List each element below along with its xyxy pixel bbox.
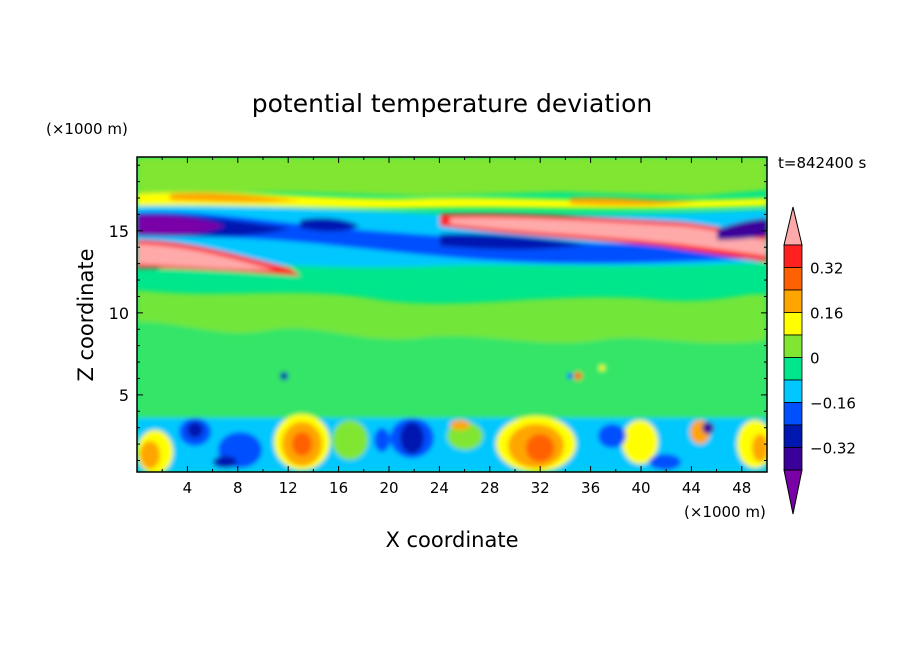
y-tick-label: 5 xyxy=(119,386,129,405)
x-tick-label: 32 xyxy=(531,479,550,497)
y-axis-label: Z coordinate xyxy=(74,248,98,381)
heatmap-field xyxy=(137,157,767,472)
colorbar-segment xyxy=(783,244,803,268)
colorbar-segment xyxy=(783,447,803,471)
y-unit-label: (×1000 m) xyxy=(46,120,128,138)
x-tick-label: 40 xyxy=(631,479,650,497)
x-tick-label: 12 xyxy=(279,479,298,497)
x-axis: 4 8 12 16 20 24 28 32 36 40 44 48 xyxy=(161,157,751,497)
y-tick-label: 15 xyxy=(109,222,129,241)
colorbar-segment xyxy=(783,379,803,403)
x-tick-label: 8 xyxy=(233,479,243,497)
x-tick-label: 36 xyxy=(581,479,600,497)
x-tick-label: 44 xyxy=(682,479,701,497)
x-tick-label: 4 xyxy=(183,479,193,497)
y-axis: 5 10 15 xyxy=(109,164,767,462)
x-tick-label: 20 xyxy=(379,479,398,497)
x-tick-label: 48 xyxy=(732,479,751,497)
colorbar-segment xyxy=(783,402,803,426)
y-tick-label: 10 xyxy=(109,304,129,323)
x-tick-label: 16 xyxy=(329,479,348,497)
colorbar-segment xyxy=(783,357,803,381)
colorbar-segment xyxy=(783,289,803,313)
colorbar-segment xyxy=(783,312,803,336)
colorbar-tick-label: 0.32 xyxy=(810,260,843,278)
colorbar-tick-label: −0.32 xyxy=(810,440,856,458)
time-label: t=842400 s xyxy=(778,154,866,172)
x-axis-label: X coordinate xyxy=(385,528,518,552)
colorbar: 0.32 0.16 0 −0.16 −0.32 xyxy=(783,206,856,515)
colorbar-tick-label: 0.16 xyxy=(810,305,843,323)
x-tick-label: 28 xyxy=(480,479,499,497)
colorbar-tick-label: 0 xyxy=(810,350,820,368)
colorbar-segment xyxy=(783,424,803,448)
chart-title: potential temperature deviation xyxy=(252,89,652,118)
colorbar-max-arrow xyxy=(783,206,803,246)
colorbar-segment xyxy=(783,267,803,291)
plot-frame xyxy=(136,156,768,473)
colorbar-tick-label: −0.16 xyxy=(810,395,856,413)
x-tick-label: 24 xyxy=(430,479,449,497)
x-unit-label: (×1000 m) xyxy=(684,503,766,521)
colorbar-min-arrow xyxy=(783,469,803,515)
colorbar-segment xyxy=(783,334,803,358)
